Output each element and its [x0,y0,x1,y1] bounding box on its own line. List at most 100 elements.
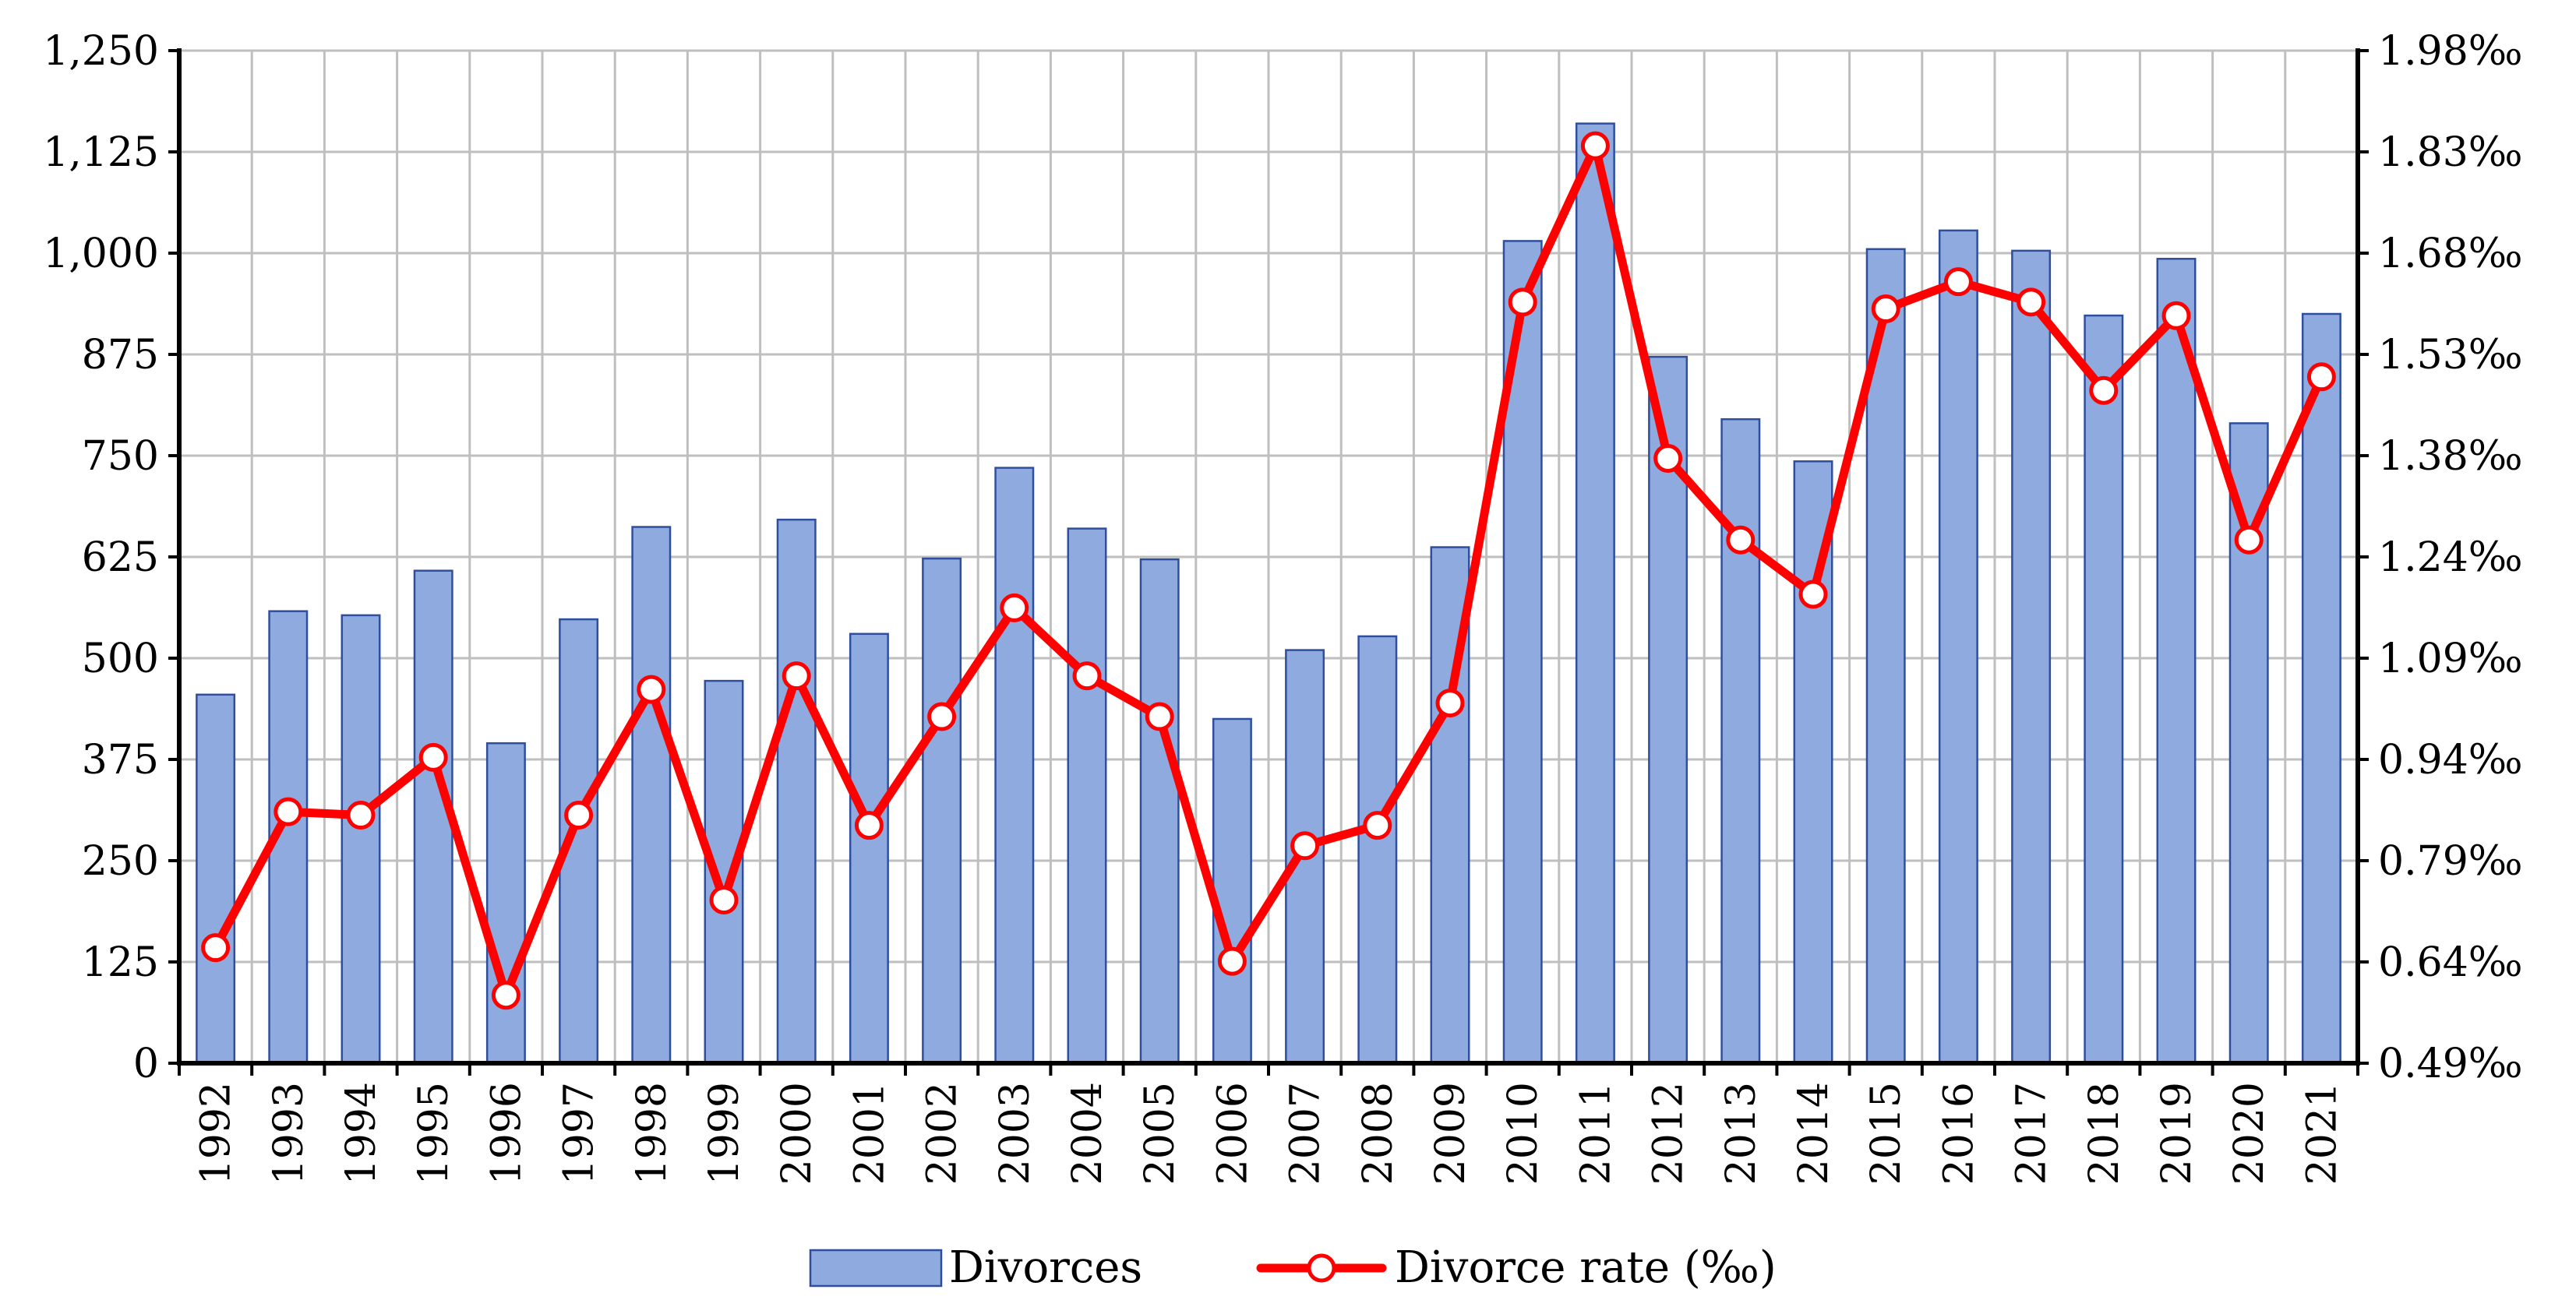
rate-point-2019 [2161,301,2191,330]
left-axis-ticks: 0 125 250 375 500 625 750 875 1,000 1,125 1,250 [43,28,159,1087]
rate-point-2004 [1072,661,1102,691]
left-tick-label: 1,000 [43,231,159,277]
rate-point-2021 [2306,362,2336,392]
x-tick-label-2003: 2003 [992,1082,1039,1185]
legend: Divorces Divorce rate (‰) [809,1242,1777,1293]
x-tick-label-2001: 2001 [846,1082,893,1185]
rate-point-2000 [782,661,811,691]
left-tick-label: 250 [82,838,159,885]
left-tick-label: 875 [82,332,159,379]
rate-point-1998 [637,675,666,704]
x-axis-ticks: 1992 1993 1994 1995 1996 1997 1998 1999 2000 2001… [193,1082,2346,1185]
x-tick-label-2016: 2016 [1936,1082,1982,1185]
x-tick-label-2002: 2002 [919,1082,966,1185]
legend-swatch-divorces [809,1249,943,1288]
rate-point-2002 [927,702,957,731]
x-tick-label-2000: 2000 [774,1082,820,1185]
x-tick-label-2013: 2013 [1718,1082,1765,1185]
x-tick-label-2021: 2021 [2299,1082,2345,1185]
bar-1998 [631,526,672,1065]
bar-2021 [2301,312,2341,1065]
rate-point-1997 [564,801,594,830]
bar-2011 [1575,122,1615,1065]
left-tick-label: 500 [82,636,159,682]
x-tick-label-2005: 2005 [1137,1082,1184,1185]
left-tick-label: 625 [82,534,159,581]
bar-1992 [196,693,236,1065]
rate-point-2012 [1653,443,1683,473]
legend-swatch-marker-rate [1307,1253,1336,1283]
x-tick-label-2012: 2012 [1646,1082,1692,1185]
bar-2000 [776,518,817,1065]
x-tick-label-1992: 1992 [193,1082,240,1185]
rate-point-2010 [1508,287,1537,317]
legend-label-divorces: Divorces [949,1242,1142,1293]
bar-2017 [2011,249,2052,1065]
bar-1995 [413,569,453,1065]
bar-2001 [849,632,889,1065]
rate-point-2020 [2234,525,2264,555]
rate-point-1995 [418,742,448,772]
right-tick-label: 0.79‰ [2378,838,2523,885]
divorces-bars [196,122,2341,1065]
bar-2008 [1357,635,1398,1065]
x-tick-label-2007: 2007 [1283,1082,1329,1185]
right-tick-label: 1.24‰ [2378,534,2523,581]
bar-2019 [2156,258,2197,1065]
x-tick-label-2014: 2014 [1791,1082,1837,1185]
rate-point-2008 [1363,811,1392,840]
rate-point-2006 [1217,946,1247,976]
rate-point-2014 [1798,580,1828,609]
left-tick-label: 1,125 [43,129,159,176]
gridlines [179,49,2358,1065]
bar-2005 [1139,558,1180,1065]
rate-point-1999 [709,886,739,915]
rate-point-1993 [273,797,303,826]
right-tick-label: 1.38‰ [2378,433,2523,480]
x-tick-label-1998: 1998 [629,1082,676,1185]
bar-1994 [341,614,381,1065]
x-tick-label-2011: 2011 [1572,1082,1619,1185]
right-tick-label: 1.53‰ [2378,332,2523,379]
rate-point-1992 [201,933,231,963]
right-tick-label: 1.98‰ [2378,28,2523,75]
rate-point-2009 [1435,689,1465,718]
x-tick-label-2019: 2019 [2154,1082,2200,1185]
rate-point-2017 [2017,287,2046,317]
rate-point-2016 [1943,267,1973,297]
bar-2006 [1212,717,1252,1065]
rate-point-2013 [1726,525,1756,555]
x-tick-label-2018: 2018 [2081,1082,2128,1185]
divorce-rate-series [201,131,2336,1010]
right-tick-label: 0.94‰ [2378,737,2523,784]
x-tick-label-1994: 1994 [338,1082,385,1185]
rate-point-1996 [491,981,520,1010]
x-tick-label-1995: 1995 [411,1082,457,1185]
left-tick-label: 0 [133,1041,159,1087]
right-tick-label: 1.83‰ [2378,129,2523,176]
x-tick-label-1996: 1996 [483,1082,530,1185]
bar-1997 [559,618,599,1065]
right-axis-ticks: 0.49‰ 0.64‰ 0.79‰ 0.94‰ 1.09‰ 1.24‰ 1.38‰ 1.53‰… [2378,28,2523,1087]
rate-point-2003 [1000,593,1029,622]
x-tick-label-2020: 2020 [2226,1082,2273,1185]
x-tick-label-2004: 2004 [1064,1082,1111,1185]
rate-point-2001 [854,811,884,840]
right-tick-label: 0.49‰ [2378,1041,2523,1087]
bar-2004 [1067,527,1107,1065]
bar-2015 [1865,248,1906,1065]
left-tick-label: 375 [82,737,159,784]
bar-2013 [1720,417,1761,1065]
legend-label-divorce-rate: Divorce rate (‰) [1395,1242,1777,1293]
x-tick-label-1999: 1999 [701,1082,748,1185]
left-tick-label: 750 [82,433,159,480]
bar-2002 [922,557,962,1065]
x-tick-label-2017: 2017 [2009,1082,2056,1185]
x-tick-label-2009: 2009 [1427,1082,1474,1185]
bar-1996 [485,742,526,1065]
rate-point-2005 [1145,702,1174,731]
left-tick-label: 125 [82,939,159,986]
axes [168,48,2369,1076]
rate-point-2007 [1290,831,1320,861]
left-tick-label: 1,250 [43,28,159,75]
